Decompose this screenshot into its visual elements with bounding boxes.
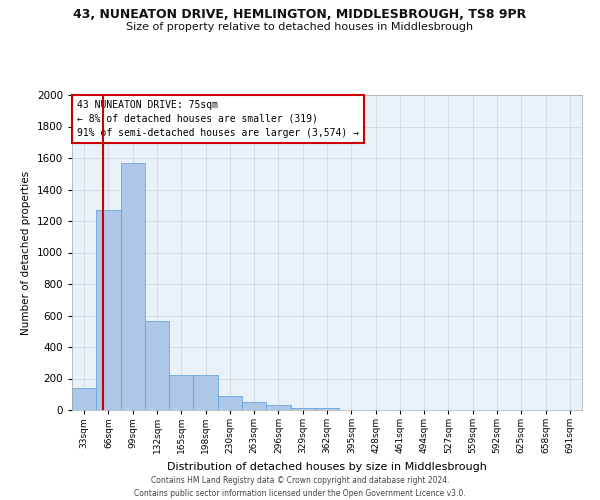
X-axis label: Distribution of detached houses by size in Middlesbrough: Distribution of detached houses by size … [167,462,487,471]
Text: 43, NUNEATON DRIVE, HEMLINGTON, MIDDLESBROUGH, TS8 9PR: 43, NUNEATON DRIVE, HEMLINGTON, MIDDLESB… [73,8,527,20]
Bar [193,376,218,410]
Bar [290,408,315,410]
Bar [266,406,290,410]
Y-axis label: Number of detached properties: Number of detached properties [21,170,31,334]
Text: 43 NUNEATON DRIVE: 75sqm
← 8% of detached houses are smaller (319)
91% of semi-d: 43 NUNEATON DRIVE: 75sqm ← 8% of detache… [77,100,359,138]
Bar [72,388,96,410]
Bar [218,396,242,410]
Bar [96,210,121,410]
Bar [145,321,169,410]
Bar [121,162,145,410]
Bar [315,408,339,410]
Bar [242,402,266,410]
Bar [169,376,193,410]
Text: Contains HM Land Registry data © Crown copyright and database right 2024.
Contai: Contains HM Land Registry data © Crown c… [134,476,466,498]
Text: Size of property relative to detached houses in Middlesbrough: Size of property relative to detached ho… [127,22,473,32]
